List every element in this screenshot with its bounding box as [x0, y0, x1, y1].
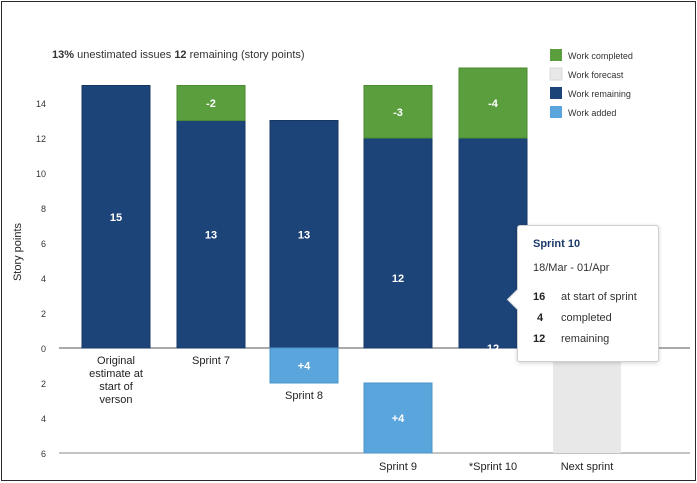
x-category-label: Sprint 7 [192, 355, 230, 367]
y-tick-label: 10 [36, 169, 46, 179]
bar-added [269, 347, 339, 384]
x-category-label: Next sprint [561, 461, 614, 473]
summary-line: 13% unestimated issues 12 remaining (sto… [52, 49, 305, 61]
bar-added-label: +4 [298, 361, 311, 373]
legend-swatch [550, 87, 562, 99]
legend-label: Work remaining [568, 89, 631, 99]
bar-completed-label: -4 [488, 98, 499, 110]
bar-remaining-label: 13 [205, 229, 217, 241]
tooltip-row-start: 16 at start of sprint [533, 291, 658, 312]
tooltip-remaining-value: 12 [533, 333, 546, 345]
bar-forecast [553, 348, 621, 453]
bar-completed-label: -2 [206, 98, 216, 110]
x-category-label-line: start of [99, 381, 134, 393]
x-category-label: *Sprint 10 [469, 461, 517, 473]
bar-remaining-label: 12 [487, 343, 499, 355]
bar-remaining [269, 120, 339, 349]
bar-completed-label: -3 [393, 107, 403, 119]
bar-remaining [458, 137, 528, 349]
bar-completed [176, 85, 246, 121]
tooltip-title: Sprint 10 [533, 238, 581, 250]
y-tick-label: 4 [41, 274, 46, 284]
sprint-tooltip: Sprint 10 18/Mar - 01/Apr 16 at start of… [506, 225, 659, 362]
bar-completed [363, 85, 433, 139]
y-tick-label: 14 [36, 99, 46, 109]
tooltip-start-value: 16 [533, 291, 546, 303]
bar-remaining-label: 15 [110, 212, 122, 224]
y-tick-label: 2 [41, 379, 46, 389]
tooltip-remaining-label: remaining [561, 333, 610, 345]
bar-remaining [176, 120, 246, 349]
tooltip-row-remaining: 12 remaining [533, 333, 658, 354]
x-category-label: Original estimate at start of verson [89, 355, 143, 406]
y-tick-label: 6 [41, 449, 46, 459]
legend-label: Work forecast [568, 70, 624, 80]
tooltip-completed-label: completed [561, 312, 612, 324]
unestimated-label: unestimated issues [74, 49, 174, 61]
bar-added [363, 382, 433, 454]
legend-swatch [549, 67, 563, 81]
y-tick-label: 2 [41, 309, 46, 319]
legend-swatch [550, 106, 562, 118]
bar-remaining [81, 85, 151, 349]
x-category-label-line: estimate at [89, 368, 143, 380]
x-category-label-line: Original [97, 355, 135, 367]
x-category-label: Sprint 8 [285, 390, 323, 402]
unestimated-value: 13% [52, 49, 74, 61]
bar-remaining-label: 12 [392, 273, 404, 285]
tooltip-row-completed: 4 completed [533, 312, 658, 333]
remaining-label: remaining (story points) [187, 49, 305, 61]
legend-swatch [550, 49, 562, 61]
x-category-label-line: verson [99, 394, 132, 406]
y-tick-label: 6 [41, 239, 46, 249]
bar-added-label: +4 [392, 413, 405, 425]
legend-label: Work completed [568, 51, 633, 61]
bar-completed [458, 67, 528, 139]
y-tick-label: 4 [41, 414, 46, 424]
tooltip-start-label: at start of sprint [561, 291, 637, 303]
bar-remaining [363, 137, 433, 349]
y-axis-label: Story points [12, 222, 24, 281]
bar-remaining-label: 13 [298, 229, 310, 241]
y-tick-label: 8 [41, 204, 46, 214]
tooltip-date-range: 18/Mar - 01/Apr [533, 262, 610, 274]
x-category-label: Sprint 9 [379, 461, 417, 473]
remaining-value: 12 [174, 49, 186, 61]
y-tick-label: 12 [36, 134, 46, 144]
y-tick-label: 0 [41, 344, 46, 354]
legend-label: Work added [568, 108, 616, 118]
tooltip-completed-value: 4 [537, 312, 544, 324]
